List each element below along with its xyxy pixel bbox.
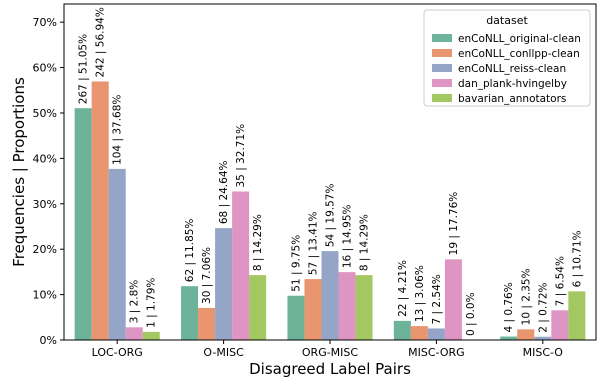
legend-label: bavarian_annotators	[458, 93, 566, 105]
bar	[393, 320, 411, 340]
bar	[215, 228, 233, 340]
bar-value-label: 8 | 14.29%	[359, 214, 371, 271]
x-axis-title: Disagreed Label Pairs	[249, 360, 411, 378]
bar-value-label: 1 | 1.79%	[146, 278, 158, 328]
y-tick-label: 30%	[33, 198, 57, 211]
bar	[534, 336, 552, 340]
bar	[500, 336, 518, 340]
legend-label: enCoNLL_conllpp-clean	[458, 48, 580, 60]
bar-value-label: 10 | 2.35%	[520, 268, 532, 325]
y-tick-label: 70%	[33, 16, 57, 29]
legend-label: dan_plank-hvingelby	[458, 78, 567, 90]
bar-value-label: 16 | 14.95%	[342, 204, 354, 268]
bar-value-label: 267 | 51.05%	[78, 34, 90, 104]
bar	[74, 108, 92, 340]
legend-items: enCoNLL_original-clean enCoNLL_conllpp-cl…	[432, 33, 581, 105]
bar-value-label: 62 | 11.85%	[184, 219, 196, 283]
legend-swatch	[432, 34, 452, 42]
plot-frame	[63, 3, 597, 341]
legend-title: dataset	[486, 14, 528, 27]
x-tick-label: ORG-MISC	[302, 346, 359, 359]
bar-value-label: 54 | 19.57%	[325, 184, 337, 248]
bar-value-label: 104 | 37.68%	[112, 95, 124, 165]
bar	[517, 329, 535, 340]
bar-value-label: 4 | 0.76%	[503, 282, 515, 332]
legend-label: enCoNLL_original-clean	[458, 33, 581, 45]
x-tick-label: LOC-ORG	[92, 346, 143, 359]
bar-value-label: 6 | 10.71%	[571, 230, 583, 287]
bar	[287, 295, 305, 340]
bar	[427, 328, 445, 340]
legend-box	[423, 9, 591, 107]
bar	[108, 168, 126, 340]
y-tick-label: 50%	[33, 107, 57, 120]
bar	[338, 272, 356, 340]
bar	[198, 307, 216, 340]
bar-value-label: 51 | 9.75%	[290, 235, 302, 292]
bar-value-label: 19 | 17.76%	[448, 192, 460, 256]
bar-value-label: 68 | 24.64%	[218, 160, 230, 224]
bar	[321, 251, 339, 340]
bars-layer	[74, 81, 586, 341]
legend-swatch	[432, 64, 452, 72]
bar	[410, 326, 428, 340]
bar-value-label: 3 | 2.8%	[129, 280, 141, 324]
bar	[125, 327, 143, 340]
bar-value-label: 13 | 3.06%	[414, 265, 426, 322]
bar	[304, 279, 322, 340]
bar	[181, 286, 199, 340]
bar-value-label: 7 | 2.54%	[431, 274, 443, 324]
y-tick-label: 60%	[33, 62, 57, 75]
bar-value-label: 2 | 0.72%	[537, 282, 549, 332]
bar	[232, 191, 250, 340]
bar-value-label: 7 | 6.54%	[554, 256, 566, 306]
bar	[91, 81, 109, 341]
bar	[249, 275, 267, 340]
x-tick-label: MISC-ORG	[408, 346, 465, 359]
bar	[444, 259, 462, 340]
bar-value-label: 242 | 56.94%	[95, 7, 107, 77]
bar	[142, 331, 160, 340]
bar-value-label: 0 | 0.0%	[465, 292, 477, 336]
bar-value-label: 22 | 4.21%	[397, 260, 409, 317]
legend-label: enCoNLL_reiss-clean	[458, 63, 566, 75]
ticks-layer: 0% 10% 20% 30% 40% 50% 60% 70% LOC-ORG O-MISC ORG-…	[33, 16, 564, 359]
y-tick-label: 0%	[40, 334, 57, 347]
x-tick-label: MISC-O	[523, 346, 564, 359]
bar-value-label: 30 | 7.06%	[201, 247, 213, 304]
x-tick-label: O-MISC	[203, 346, 244, 359]
bar-value-label: 57 | 13.41%	[307, 211, 319, 275]
bar-value-label: 35 | 32.71%	[235, 124, 247, 188]
bar	[568, 291, 586, 340]
legend: dataset enCoNLL_original-clean enCoNLL_co…	[423, 9, 591, 107]
bar	[355, 275, 373, 340]
bar	[551, 310, 569, 340]
y-tick-label: 20%	[33, 243, 57, 256]
legend-swatch	[432, 79, 452, 87]
legend-swatch	[432, 94, 452, 102]
bar-value-label: 8 | 14.29%	[252, 214, 264, 271]
bar-labels-layer: 267 | 51.05% 62 | 11.85% 51 | 9.75% 22 | 4.…	[78, 7, 584, 336]
legend-swatch	[432, 49, 452, 57]
y-axis-title: Frequencies | Proportions	[10, 77, 28, 267]
y-tick-label: 40%	[33, 152, 57, 165]
y-tick-label: 10%	[33, 289, 57, 302]
